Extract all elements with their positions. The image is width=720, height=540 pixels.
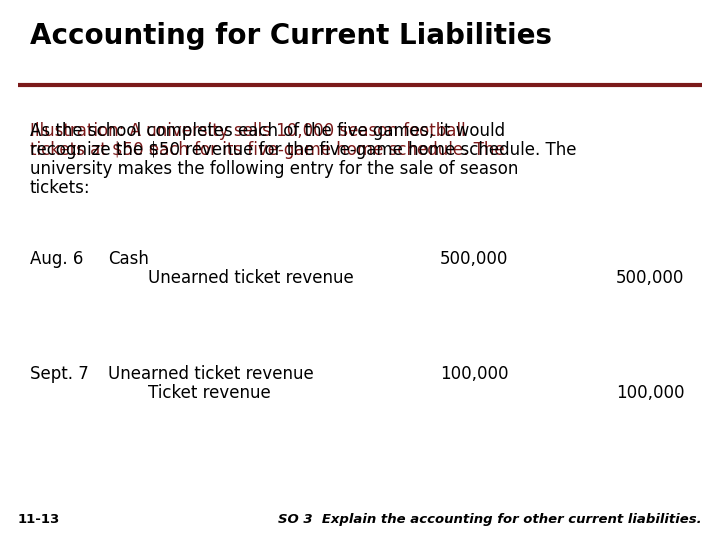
Text: tickets:: tickets: — [30, 179, 91, 197]
Text: Accounting for Current Liabilities: Accounting for Current Liabilities — [30, 22, 552, 50]
Text: recognize the $50 revenue for the five-game home schedule. The: recognize the $50 revenue for the five-g… — [30, 141, 577, 159]
Text: tickets at $50 each for its five-game home schedule. The: tickets at $50 each for its five-game ho… — [30, 141, 505, 159]
Text: Illustration: A university sells 10,000 season football: Illustration: A university sells 10,000 … — [30, 122, 466, 140]
Text: Ticket revenue: Ticket revenue — [148, 384, 271, 402]
Text: 500,000: 500,000 — [616, 269, 685, 287]
Text: 11-13: 11-13 — [18, 513, 60, 526]
Text: university makes the following entry for the sale of season: university makes the following entry for… — [30, 160, 518, 178]
Text: 100,000: 100,000 — [440, 365, 508, 383]
Text: As the school completes each of the five games, it would: As the school completes each of the five… — [30, 122, 505, 140]
Text: Unearned ticket revenue: Unearned ticket revenue — [148, 269, 354, 287]
Text: Unearned ticket revenue: Unearned ticket revenue — [108, 365, 314, 383]
Text: SO 3  Explain the accounting for other current liabilities.: SO 3 Explain the accounting for other cu… — [279, 513, 702, 526]
Text: Cash: Cash — [108, 250, 149, 268]
Text: Sept. 7: Sept. 7 — [30, 365, 89, 383]
Text: Aug. 6: Aug. 6 — [30, 250, 84, 268]
Text: 500,000: 500,000 — [440, 250, 508, 268]
Text: 100,000: 100,000 — [616, 384, 685, 402]
